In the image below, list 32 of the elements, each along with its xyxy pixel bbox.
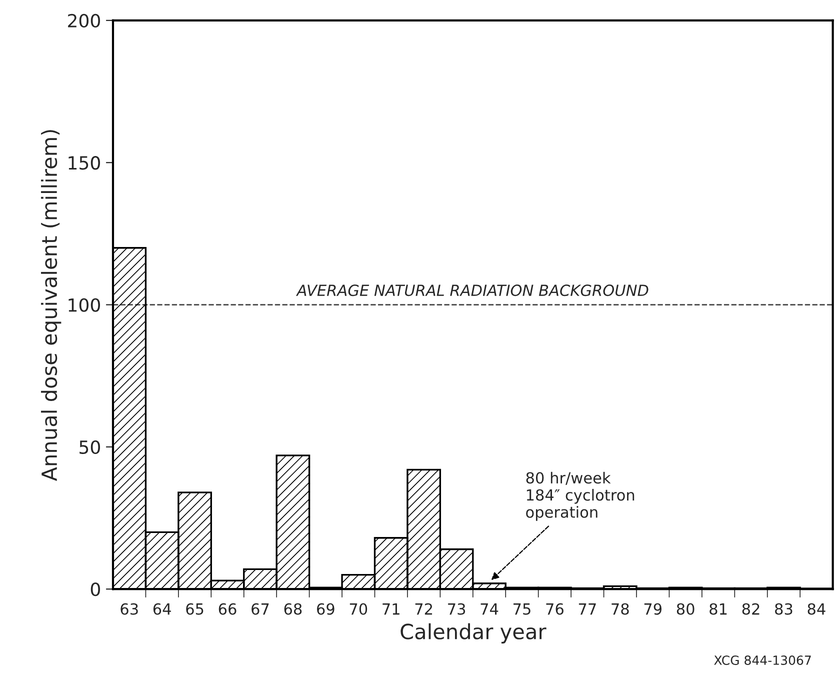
x-tick-label: 78 (612, 603, 629, 615)
x-tick-label: 72 (415, 603, 432, 615)
x-tick-label: 68 (284, 603, 302, 615)
x-tick-label: 75 (514, 603, 530, 615)
x-tick-label: 83 (775, 603, 792, 615)
x-tick-label: 64 (153, 603, 171, 615)
text: XCG 844-13067 (714, 656, 811, 665)
x-tick-label: 80 (676, 603, 694, 615)
x-tick-label: 67 (252, 603, 269, 615)
ref-line-label: AVERAGE NATURAL RADIATION BACKGROUND (296, 284, 648, 296)
x-axis-title: Calendar year (400, 623, 546, 644)
x-tick-label: 84 (808, 603, 826, 615)
y-tick-label: 100 (68, 298, 100, 312)
x-tick-label: 66 (218, 603, 236, 615)
x-tick-label: 73 (448, 603, 466, 615)
x-tick-label: 69 (317, 603, 334, 615)
y-axis-title: Annual dose equivalent (millirem) (41, 130, 62, 482)
x-tick-label: 74 (480, 603, 498, 615)
x-tick-label: 63 (120, 603, 138, 615)
y-tick-label: 150 (68, 156, 100, 170)
x-tick-label: 81 (710, 603, 727, 615)
annotation: 80 hr/week 184″ cyclotron operation (526, 472, 634, 521)
x-tick-label: 77 (578, 603, 596, 615)
y-tick-label: 0 (90, 582, 100, 596)
x-tick-label: 82 (742, 603, 760, 615)
x-tick-label: 71 (382, 603, 400, 615)
x-tick-label: 70 (350, 603, 368, 615)
x-tick-label: 79 (644, 603, 662, 615)
y-tick-label: 50 (80, 440, 100, 454)
x-tick-label: 76 (546, 603, 564, 615)
y-tick-label: 200 (68, 14, 100, 28)
x-tick-label: 65 (186, 603, 204, 615)
